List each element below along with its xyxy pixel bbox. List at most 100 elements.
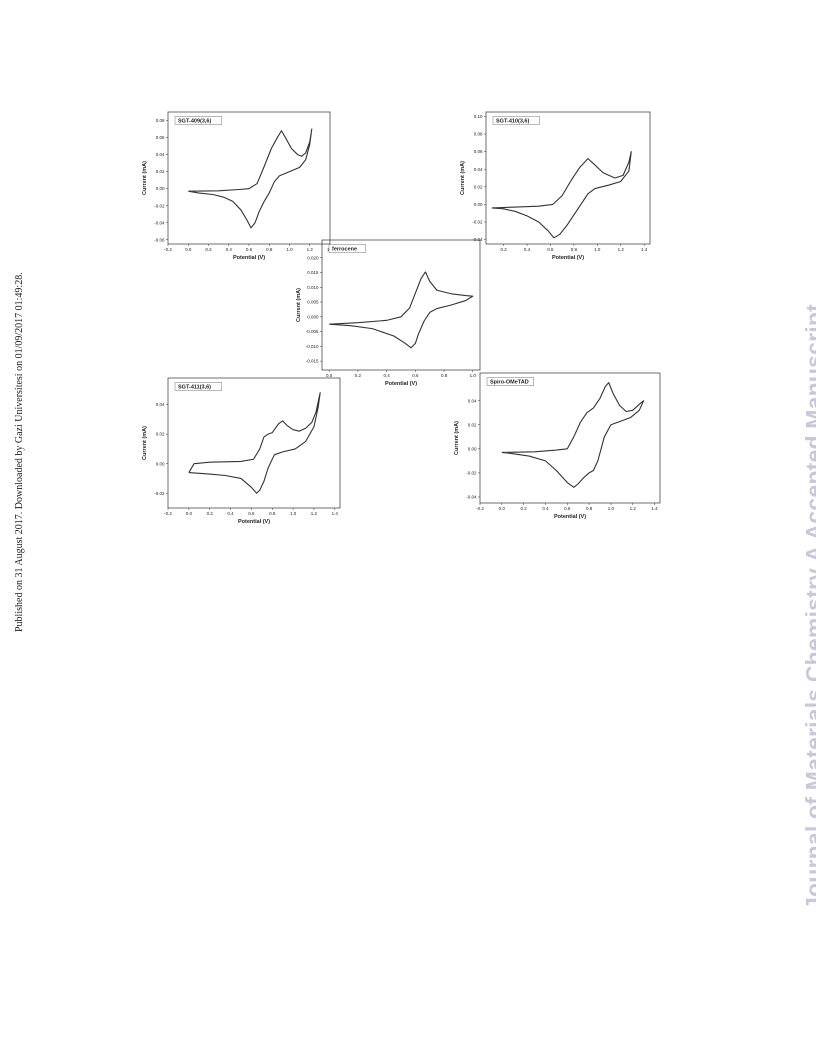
x-tick-label: 1.4: [641, 247, 648, 252]
x-tick-label: 0.8: [441, 373, 448, 378]
legend-label: SGT-411(3,6): [178, 385, 211, 391]
cv-curve: [188, 392, 321, 494]
x-axis-label: Potential (V): [385, 381, 417, 387]
y-tick-label: 0.00: [156, 186, 165, 191]
legend-label: SGT-410(3,6): [496, 119, 529, 125]
y-tick-label: 0.000: [307, 314, 319, 319]
x-tick-label: 1.2: [311, 511, 318, 516]
x-tick-label: 0.0: [185, 247, 192, 252]
y-tick-label: -0.02: [154, 203, 165, 208]
y-tick-label: 0.020: [307, 255, 319, 260]
x-tick-label: 0.6: [248, 511, 255, 516]
x-tick-label: 0.2: [355, 373, 362, 378]
legend-label: Spiro-OMeTAD: [490, 380, 529, 386]
y-tick-label: 0.04: [156, 402, 165, 407]
x-tick-label: 1.0: [594, 247, 601, 252]
legend-box: [492, 116, 540, 125]
x-axis-label: Potential (V): [238, 519, 270, 525]
x-tick-label: 0.4: [384, 373, 391, 378]
x-tick-label: 0.2: [500, 247, 507, 252]
x-tick-label: 1.4: [332, 511, 339, 516]
legend-label: SGT-409(3,6): [178, 119, 211, 125]
y-tick-label: 0.02: [468, 422, 477, 427]
plot-frame: [167, 377, 341, 509]
x-tick-label: 0.6: [412, 373, 419, 378]
y-tick-label: 0.10: [474, 114, 483, 119]
cv-curve: [491, 151, 632, 239]
y-axis-label: Current (mA): [142, 161, 148, 195]
cv-chart-ferrocene: 0.0 0.2 0.4 0.6 0.8 1.0 -0.015 -0.010 -0.005 0.00…: [296, 239, 481, 387]
y-tick-label: -0.02: [466, 471, 477, 476]
journal-watermark-text: Journal of Materials Chemistry A Accepte…: [801, 304, 816, 910]
x-tick-label: 0.2: [521, 506, 528, 511]
y-tick-label: -0.02: [154, 491, 165, 496]
x-tick-label: 0.6: [547, 247, 554, 252]
x-axis-label: Potential (V): [233, 255, 265, 261]
y-tick-label: 0.06: [156, 135, 165, 140]
x-tick-label: 1.0: [290, 511, 297, 516]
x-tick-label: 0.4: [227, 511, 234, 516]
y-tick-label: 0.02: [474, 184, 483, 189]
x-tick-label: 0.4: [226, 247, 233, 252]
y-tick-label: 0.04: [468, 398, 477, 403]
y-tick-label: 0.08: [156, 118, 165, 123]
x-tick-label: 0.2: [205, 247, 212, 252]
x-tick-label: -0.2: [164, 511, 172, 516]
x-tick-label: 1.0: [286, 247, 293, 252]
x-tick-label: 0.8: [269, 511, 276, 516]
y-tick-label: -0.015: [306, 359, 319, 364]
y-tick-label: -0.005: [306, 329, 319, 334]
x-tick-label: 1.4: [651, 506, 658, 511]
cv-chart-spiro-ometad: -0.2 0.0 0.2 0.4 0.6 0.8 1.0 1.2 1.4 -0.04 -0.02 0.…: [454, 372, 661, 520]
plot-frame: [321, 239, 481, 371]
x-tick-label: 1.0: [608, 506, 615, 511]
x-tick-label: 1.2: [618, 247, 625, 252]
x-tick-label: -0.2: [476, 506, 484, 511]
y-tick-label: 0.015: [307, 270, 319, 275]
x-tick-label: 0.8: [586, 506, 593, 511]
y-axis-label: Current (mA): [142, 426, 148, 460]
y-tick-label: 0.08: [474, 132, 483, 137]
y-tick-label: 0.00: [468, 446, 477, 451]
plot-frame: [485, 111, 651, 245]
y-tick-label: 0.06: [474, 149, 483, 154]
y-tick-label: -0.06: [154, 237, 165, 242]
y-tick-label: 0.00: [156, 461, 165, 466]
y-axis-label: Current (mA): [460, 161, 466, 195]
x-tick-label: 0.0: [326, 373, 333, 378]
x-axis-label: Potential (V): [552, 255, 584, 261]
x-tick-label: 0.4: [542, 506, 549, 511]
legend-box: [174, 382, 222, 391]
legend-box: [328, 244, 366, 253]
x-tick-label: 0.0: [186, 511, 193, 516]
plot-frame: [479, 372, 661, 504]
x-tick-label: 0.4: [524, 247, 531, 252]
cv-chart-sgt-411: -0.2 0.0 0.2 0.4 0.6 0.8 1.0 1.2 1.4 -0.02 0.00 0.0…: [142, 377, 341, 525]
legend-box: [486, 377, 534, 386]
y-tick-label: -0.010: [306, 344, 319, 349]
x-tick-label: 0.6: [246, 247, 253, 252]
x-tick-label: 1.2: [630, 506, 637, 511]
cv-curve: [329, 271, 474, 349]
y-axis-label: Current (mA): [454, 421, 460, 455]
y-tick-label: 0.02: [156, 169, 165, 174]
x-tick-label: 0.8: [266, 247, 273, 252]
y-tick-label: -0.04: [466, 495, 477, 500]
x-tick-label: 1.2: [307, 247, 314, 252]
x-tick-label: -0.2: [164, 247, 172, 252]
cv-curve: [188, 128, 313, 229]
x-tick-label: 0.6: [564, 506, 571, 511]
x-axis-label: Potential (V): [554, 514, 586, 520]
y-tick-label: 0.04: [156, 152, 165, 157]
y-tick-label: -0.02: [472, 220, 483, 225]
legend-box: [174, 116, 222, 125]
publication-note-text: Published on 31 August 2017. Downloaded …: [14, 272, 25, 632]
x-tick-label: 0.0: [499, 506, 506, 511]
y-tick-label: 0.02: [156, 432, 165, 437]
cv-chart-sgt-409: -0.20.00.20.40.60.81.01.21.4-0.06-0.04-0…: [142, 111, 334, 261]
cv-chart-sgt-410: 0.2 0.4 0.6 0.8 1.0 1.2 1.4-0.04-0.020.000.020…: [460, 111, 651, 261]
y-axis-label: Current (mA): [296, 288, 302, 322]
legend-label: ferrocene: [332, 247, 357, 253]
x-tick-label: 1.0: [470, 373, 477, 378]
cv-curve: [501, 382, 645, 488]
